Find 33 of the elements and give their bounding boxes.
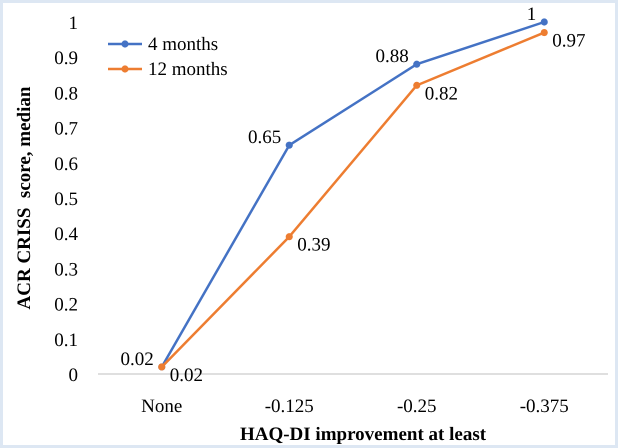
y-axis-title: ACR CRISS score, median [14,86,35,310]
data-label: 0.88 [376,46,409,68]
data-label: 1 [526,4,536,25]
data-label: 0.97 [552,30,586,52]
x-tick-label: -0.375 [520,396,569,417]
y-tick-label: 0.6 [54,154,78,175]
point [286,233,293,240]
data-label: 0.82 [424,83,458,104]
data-label: 0.65 [248,127,282,148]
data-label: 0.39 [297,234,330,256]
y-tick-label: 0.4 [54,224,78,246]
x-axis-title: HAQ-DI improvement at least [240,424,487,445]
y-tick-label: 0.2 [54,294,78,316]
x-tick-label: -0.25 [396,396,437,417]
x-tick-label: -0.125 [264,396,314,417]
point [413,82,420,89]
y-tick-label: 0.1 [54,330,78,351]
y-tick-label: 1 [68,13,78,34]
point [413,60,420,68]
data-label: 0.02 [120,348,154,370]
y-tick-label: 0.3 [54,259,78,280]
data-label: 0.02 [170,364,203,386]
legend-label: 12 months [148,59,228,80]
point [286,142,293,149]
x-tick-label: None [141,396,182,417]
point [540,18,548,26]
y-tick-label: 0.7 [54,118,78,140]
y-tick-label: 0.8 [54,83,78,104]
point [540,29,548,36]
y-tick-label: 0.9 [54,48,78,70]
legend-label: 4 months [148,34,218,55]
y-tick-label: 0 [68,365,78,386]
y-tick-label: 0.5 [54,189,78,210]
